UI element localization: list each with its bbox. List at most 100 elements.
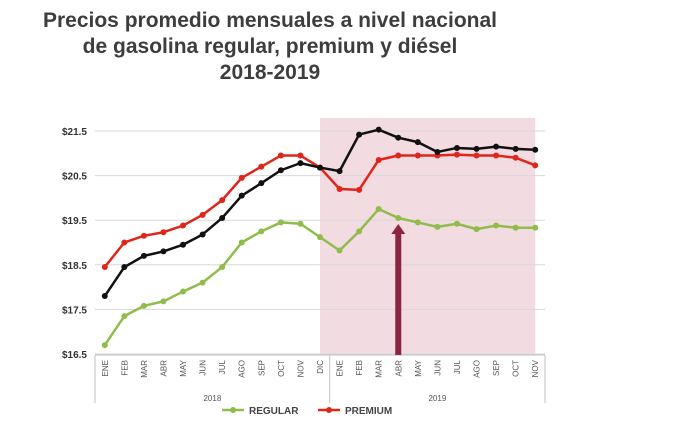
x-tick-label: JUL: [218, 359, 227, 374]
x-tick-label: FEB: [120, 360, 129, 376]
data-point-regular: [493, 222, 500, 229]
x-tick-label: NOV: [296, 359, 305, 377]
data-point-premium: [160, 229, 167, 236]
highlight-region-2019: [320, 118, 536, 355]
y-tick-label: $18.5: [62, 261, 87, 272]
x-tick-label: JUL: [453, 359, 462, 374]
data-point-premium: [140, 232, 147, 239]
x-tick-label: AGO: [238, 360, 247, 378]
data-point-diesel: [180, 241, 187, 248]
year-label: 2018: [203, 394, 221, 403]
data-point-regular: [336, 247, 343, 254]
data-point-regular: [453, 220, 460, 227]
x-tick-label: DIC: [316, 360, 325, 374]
data-point-regular: [356, 228, 363, 235]
title-line-1: Precios promedio mensuales a nivel nacio…: [42, 9, 497, 32]
data-point-regular: [512, 224, 519, 231]
data-point-regular: [434, 223, 441, 230]
data-point-diesel: [317, 164, 323, 171]
y-tick-label: $16.5: [62, 350, 87, 361]
data-point-regular: [121, 313, 128, 320]
title-line-2: de gasolina regular, premium y diésel: [82, 35, 458, 58]
data-point-regular: [414, 219, 421, 226]
data-point-diesel: [160, 248, 167, 255]
data-point-premium: [277, 152, 284, 159]
data-point-diesel: [356, 131, 363, 138]
year-label: 2019: [428, 394, 446, 403]
data-point-regular: [219, 264, 226, 271]
data-point-premium: [258, 163, 265, 170]
annotation-arrow-shaft: [395, 231, 402, 355]
legend-swatch-marker: [230, 407, 236, 413]
data-point-diesel: [199, 231, 206, 238]
data-point-premium: [395, 152, 402, 159]
x-tick-label: MAR: [140, 360, 149, 378]
data-point-diesel: [336, 168, 343, 175]
x-tick-label: ABR: [159, 360, 168, 377]
data-point-premium: [356, 186, 363, 193]
x-tick-label: ENE: [336, 360, 345, 376]
data-point-regular: [140, 302, 147, 309]
data-point-regular: [258, 228, 265, 235]
chart-title: Precios promedio mensuales a nivel nacio…: [0, 8, 540, 86]
data-point-premium: [180, 222, 187, 229]
data-point-premium: [238, 174, 245, 181]
data-point-regular: [375, 206, 382, 213]
data-point-premium: [375, 156, 382, 163]
legend-swatch-marker: [326, 407, 332, 413]
data-point-diesel: [140, 252, 147, 259]
x-tick-label: AGO: [473, 360, 482, 378]
x-tick-label: MAY: [179, 359, 188, 376]
x-tick-label: MAY: [414, 359, 423, 376]
data-point-premium: [101, 264, 108, 271]
title-line-3: 2018-2019: [219, 61, 321, 84]
y-tick-label: $20.5: [62, 172, 87, 183]
data-point-premium: [453, 151, 460, 158]
x-tick-label: OCT: [512, 360, 521, 377]
legend-label: REGULAR: [249, 406, 299, 417]
annotation-arrow-head: [391, 223, 406, 234]
legend-label: PREMIUM: [345, 406, 392, 417]
data-point-premium: [512, 154, 519, 161]
x-tick-label: ABR: [394, 360, 403, 377]
data-point-diesel: [532, 146, 539, 153]
x-tick-label: FEB: [355, 360, 364, 376]
data-point-premium: [199, 211, 206, 218]
data-point-premium: [532, 162, 539, 169]
data-point-premium: [414, 152, 421, 159]
data-point-diesel: [414, 139, 421, 146]
y-tick-label: $17.5: [62, 305, 87, 316]
x-tick-label: SEP: [257, 360, 266, 376]
data-point-diesel: [258, 180, 265, 187]
data-point-premium: [336, 185, 343, 192]
data-point-diesel: [219, 214, 226, 221]
data-point-regular: [238, 239, 245, 246]
y-tick-label: $21.5: [62, 127, 87, 138]
x-tick-label: MAR: [375, 360, 384, 378]
x-tick-label: ENE: [101, 360, 110, 376]
data-point-diesel: [512, 145, 519, 152]
data-point-regular: [160, 298, 167, 305]
data-point-premium: [297, 152, 304, 159]
data-point-regular: [101, 342, 108, 349]
data-point-regular: [199, 279, 206, 286]
data-point-diesel: [493, 143, 500, 150]
x-tick-label: SEP: [492, 360, 501, 376]
data-point-regular: [180, 288, 187, 295]
x-tick-label: JUN: [199, 360, 208, 376]
data-point-diesel: [297, 160, 304, 167]
data-point-diesel: [238, 192, 245, 199]
x-tick-label: JUN: [433, 360, 442, 376]
data-point-diesel: [277, 167, 284, 174]
data-point-premium: [493, 152, 500, 159]
data-point-regular: [473, 226, 480, 233]
data-point-diesel: [434, 148, 441, 155]
y-tick-label: $19.5: [62, 216, 87, 227]
data-point-diesel: [473, 145, 480, 152]
data-point-regular: [297, 220, 304, 227]
data-point-diesel: [453, 144, 460, 151]
x-tick-label: NOV: [531, 359, 540, 377]
data-point-diesel: [395, 134, 402, 141]
data-point-diesel: [121, 264, 128, 271]
